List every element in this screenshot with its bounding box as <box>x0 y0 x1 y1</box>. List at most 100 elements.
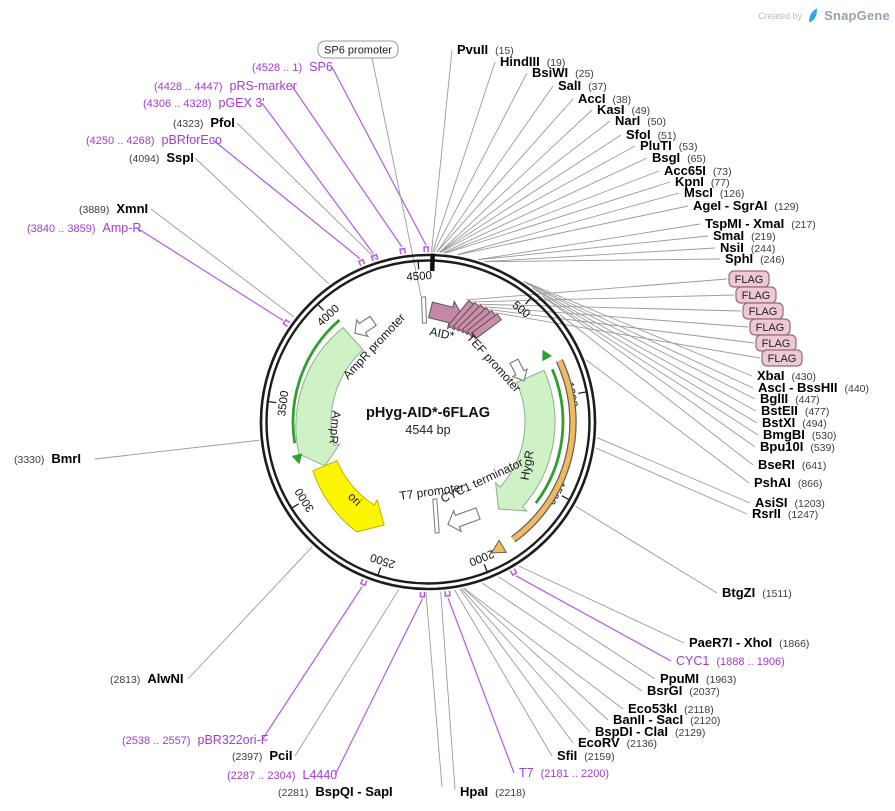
arc-arrowhead <box>490 539 508 554</box>
callout-line <box>440 591 456 791</box>
site-label[interactable]: KpnI (77) <box>675 174 730 189</box>
callout-line <box>535 289 758 424</box>
callout-line <box>439 120 611 253</box>
site-label[interactable]: SmaI (219) <box>713 228 776 243</box>
sp6-promoter-sliver[interactable] <box>421 296 427 324</box>
ampr-promoter-arrow[interactable] <box>349 313 378 342</box>
site-label[interactable]: EcoRV (2136) <box>578 735 657 750</box>
site-label[interactable]: (4094) SspI <box>129 150 194 165</box>
feature-band-ampr[interactable] <box>295 326 364 467</box>
feature-extent-bracket <box>444 590 451 597</box>
site-label[interactable]: SphI (246) <box>725 251 785 266</box>
callout-line <box>432 61 496 253</box>
site-label[interactable]: SalI (37) <box>558 78 607 93</box>
site-label[interactable]: RsrII (1247) <box>752 506 818 521</box>
site-label[interactable]: BsiWI (25) <box>532 65 594 80</box>
site-label[interactable]: BtgZI (1511) <box>722 585 792 600</box>
site-label[interactable]: NarI (50) <box>615 113 666 128</box>
sp6-promoter-box[interactable] <box>317 40 399 59</box>
site-label[interactable]: (4323) PfoI <box>173 115 235 130</box>
site-label[interactable]: (3840 .. 3859) Amp-R <box>27 221 141 235</box>
site-label[interactable]: AccI (38) <box>578 91 631 106</box>
flag-pennant[interactable] <box>447 299 476 331</box>
site-label[interactable]: (2281) BspQI - SapI <box>278 784 393 799</box>
site-label[interactable]: BmgBI (530) <box>763 427 836 442</box>
site-label[interactable]: (3889) XmnI <box>79 201 148 216</box>
flag-pennant[interactable] <box>470 313 503 340</box>
callout-line <box>440 145 636 253</box>
feature-extent-bracket <box>282 318 291 328</box>
site-label[interactable]: AscI - BssHII (440) <box>758 380 869 395</box>
site-label[interactable]: Bpu10I (539) <box>760 439 835 454</box>
flag-pennant[interactable] <box>461 307 492 336</box>
flag-pennant[interactable] <box>466 310 497 338</box>
site-label[interactable]: PpuMI (1963) <box>660 671 736 686</box>
site-label[interactable]: BstEII (477) <box>761 403 829 418</box>
tick-mark <box>483 564 488 572</box>
site-label[interactable]: BsrGI (2037) <box>647 683 720 698</box>
callout-line <box>444 170 660 254</box>
tick-mark <box>525 297 531 305</box>
site-label[interactable]: T7 (2181 .. 2200) <box>519 766 609 780</box>
direction-arc <box>534 368 565 505</box>
site-label[interactable]: Acc65I (73) <box>664 163 732 178</box>
callout-line <box>458 205 689 256</box>
site-label[interactable]: KasI (49) <box>597 102 650 117</box>
site-label[interactable]: HindIII (19) <box>500 54 565 69</box>
feature-band-ori[interactable] <box>312 460 385 533</box>
site-label[interactable]: BseRI (641) <box>758 457 826 472</box>
site-label[interactable]: BstXI (494) <box>762 415 827 430</box>
site-label[interactable]: BspDI - ClaI (2129) <box>595 724 705 739</box>
callout-line <box>461 588 591 733</box>
site-label[interactable]: TspMI - XmaI (217) <box>705 216 816 231</box>
flag-pennant[interactable] <box>457 304 487 334</box>
site-label[interactable]: NsiI (244) <box>720 240 775 255</box>
site-label[interactable]: BglII (447) <box>760 391 820 406</box>
callout-line <box>463 587 624 710</box>
site-label[interactable]: BanII - SacI (2120) <box>613 712 720 727</box>
site-label[interactable]: XbaI (430) <box>757 368 816 383</box>
site-label[interactable]: (4528 .. 1) SP6 <box>252 60 333 74</box>
site-label[interactable]: PshAI (866) <box>754 475 822 490</box>
callout-line <box>463 587 609 721</box>
feature-band-hygr[interactable] <box>494 369 556 512</box>
site-label[interactable]: HpaI (2218) <box>460 784 526 799</box>
t7-promoter-sliver[interactable] <box>432 498 440 534</box>
site-label[interactable]: BsgI (65) <box>652 150 706 165</box>
flag-pennant[interactable] <box>452 301 481 332</box>
ampr-label[interactable]: AmpR <box>327 410 344 445</box>
site-label[interactable]: PvuII (15) <box>457 42 514 57</box>
site-label[interactable]: AgeI - SgrAI (129) <box>693 198 799 213</box>
callout-line <box>478 235 709 261</box>
flag-callout-line <box>494 312 761 359</box>
site-label[interactable]: (2538 .. 2557) pBR322ori-F <box>122 733 269 747</box>
site-label[interactable]: (2397) PciI <box>232 748 292 763</box>
site-label[interactable]: (4306 .. 4328) pGEX 3' <box>143 96 265 110</box>
cyc1-terminator-arrow[interactable] <box>444 503 482 535</box>
site-label[interactable]: SfoI (51) <box>626 127 676 142</box>
callout-line <box>575 505 718 594</box>
site-label[interactable]: (2813) AlwNI <box>110 671 183 686</box>
feature-extent-bracket <box>359 578 368 587</box>
site-label[interactable]: PaeR7I - XhoI (1866) <box>689 635 809 650</box>
aid-label[interactable]: AID* <box>428 324 455 343</box>
site-label[interactable]: (3330) BmrI <box>14 451 81 466</box>
callout-line <box>436 85 554 253</box>
site-label[interactable]: AsiSI (1203) <box>755 495 825 510</box>
tef-promoter-arrow[interactable] <box>507 358 531 385</box>
site-label[interactable]: MscI (126) <box>684 185 744 200</box>
site-label[interactable]: CYC1 (1888 .. 1906) <box>676 654 785 668</box>
flag-tag-label: FLAG <box>742 290 771 302</box>
site-label[interactable]: (4250 .. 4268) pBRforEco <box>86 133 222 147</box>
hygr-label[interactable]: HygR <box>518 449 537 481</box>
flag-tag-label: FLAG <box>749 306 778 318</box>
site-label[interactable]: (2287 .. 2304) L4440 <box>227 768 337 782</box>
site-label[interactable]: Eco53kI (2118) <box>628 701 714 716</box>
flag-tag-box[interactable] <box>761 349 803 367</box>
plasmid-title: pHyg-AID*-6FLAG <box>366 405 490 421</box>
site-label[interactable]: PluTI (53) <box>640 138 697 153</box>
site-label[interactable]: (4428 .. 4447) pRS-marker <box>154 79 297 93</box>
tick-mark <box>377 567 382 575</box>
site-label[interactable]: SfiI (2159) <box>557 748 615 763</box>
